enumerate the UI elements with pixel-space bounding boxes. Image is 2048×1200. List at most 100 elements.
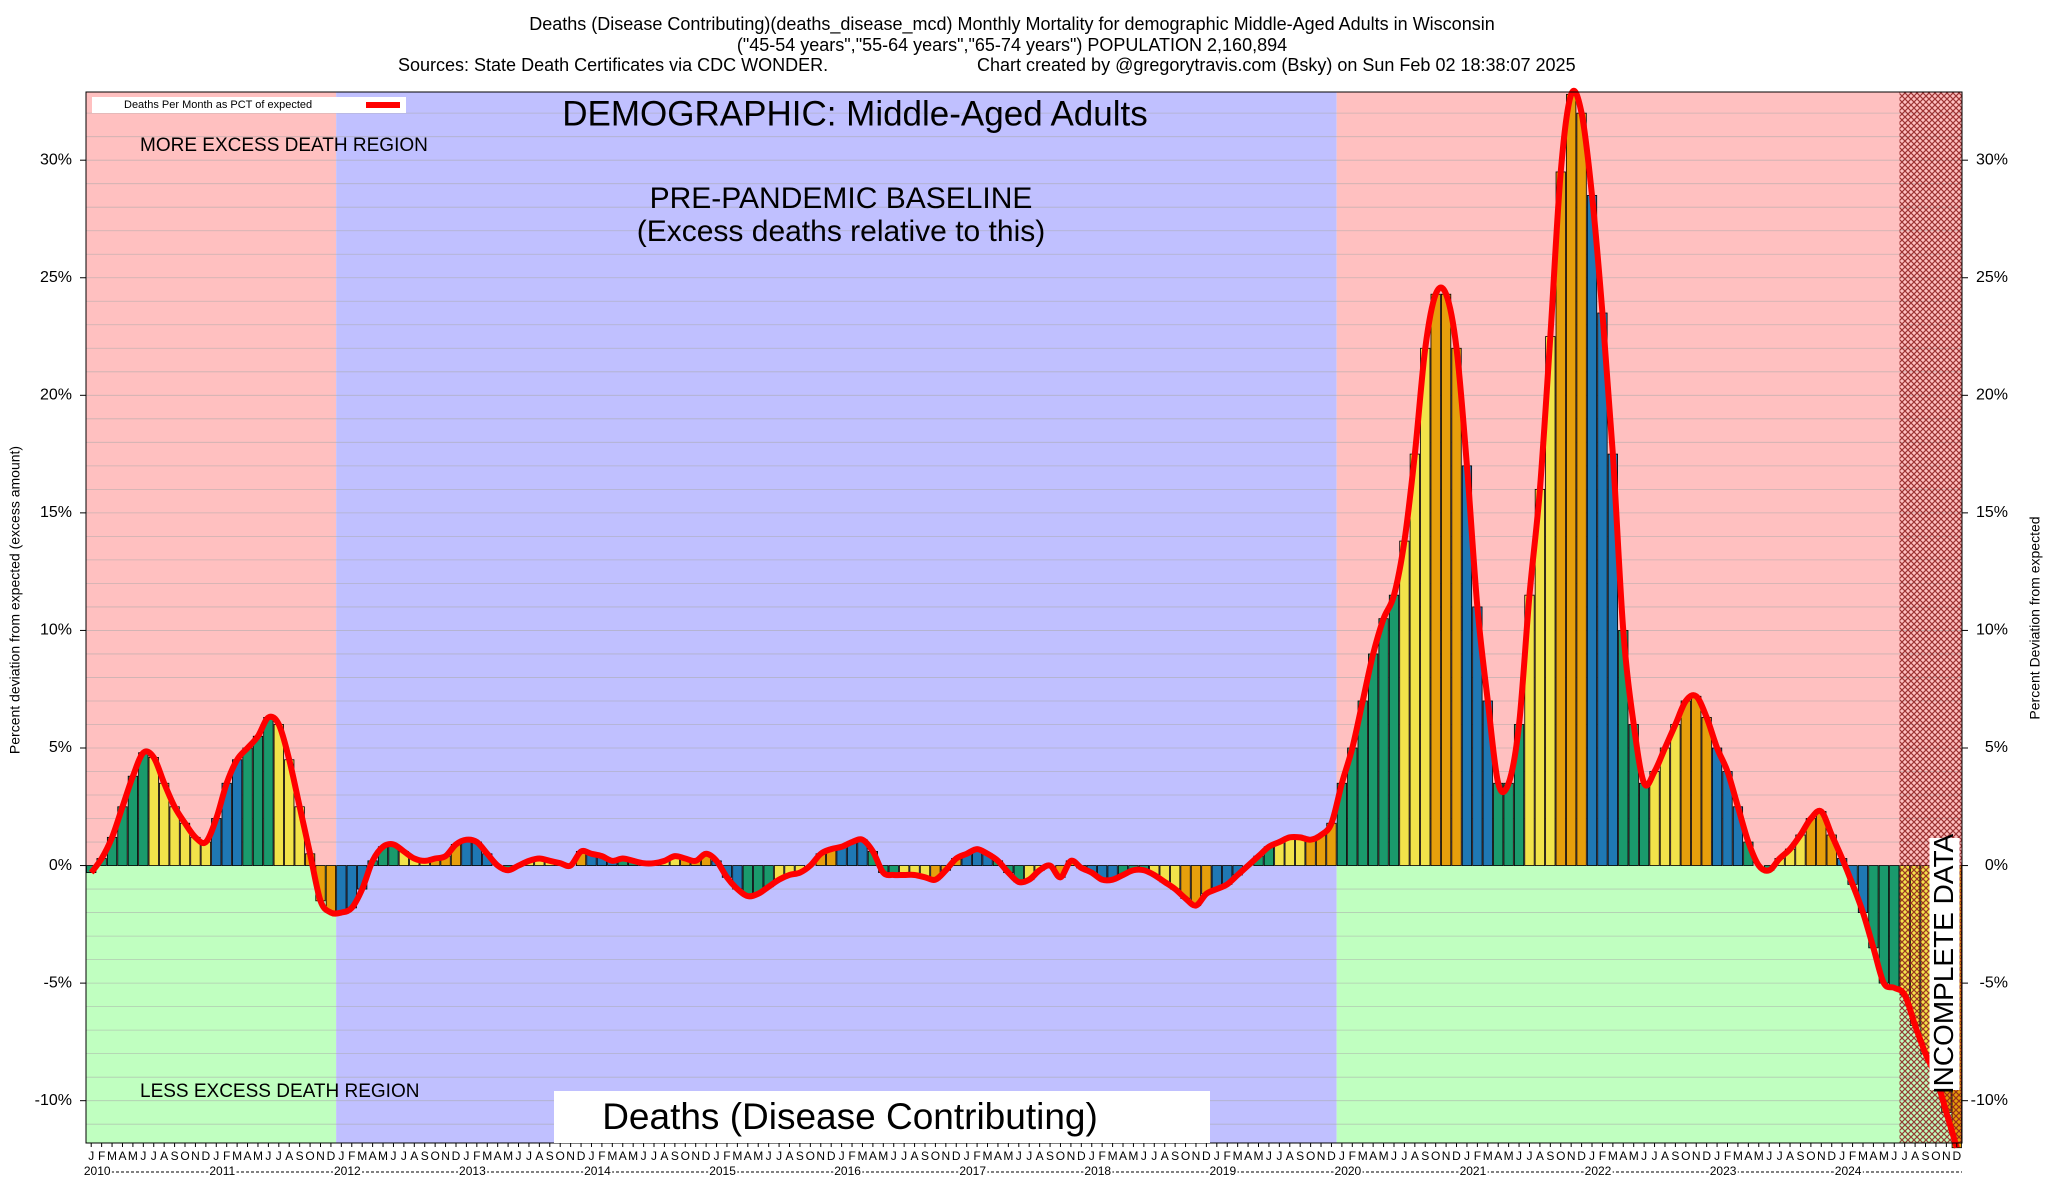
x-month-label: M <box>1358 1149 1368 1163</box>
x-month-label: S <box>1171 1149 1179 1163</box>
x-month-label: N <box>691 1149 700 1163</box>
x-month-label: O <box>1056 1149 1065 1163</box>
x-month-label: O <box>1681 1149 1690 1163</box>
x-month-label: A <box>1286 1149 1294 1163</box>
x-month-label: S <box>296 1149 304 1163</box>
x-month-label: M <box>1858 1149 1868 1163</box>
x-month-label: S <box>171 1149 179 1163</box>
x-month-label: N <box>191 1149 200 1163</box>
year-label-bg <box>1583 1164 1613 1179</box>
x-month-label: M <box>253 1149 263 1163</box>
x-month-label: D <box>1952 1149 1961 1163</box>
x-month-label: D <box>1327 1149 1336 1163</box>
bar <box>1440 293 1452 866</box>
x-month-label: O <box>1806 1149 1815 1163</box>
x-month-label: J <box>463 1149 469 1163</box>
x-month-label: D <box>827 1149 836 1163</box>
x-month-label: A <box>369 1149 377 1163</box>
x-month-label: S <box>1546 1149 1554 1163</box>
x-month-label: J <box>213 1149 219 1163</box>
bar <box>273 724 284 866</box>
x-month-label: M <box>128 1149 138 1163</box>
x-month-label: A <box>1244 1149 1252 1163</box>
bar <box>1555 171 1566 866</box>
x-month-label: O <box>556 1149 565 1163</box>
x-month-label: F <box>973 1149 980 1163</box>
x-month-label: J <box>140 1149 146 1163</box>
x-month-label: N <box>1067 1149 1076 1163</box>
x-year-label: 2014 <box>584 1164 611 1178</box>
x-month-label: M <box>1254 1149 1264 1163</box>
x-month-label: S <box>921 1149 929 1163</box>
x-year-label: 2018 <box>1084 1164 1111 1178</box>
x-month-label: A <box>410 1149 418 1163</box>
year-label-bg <box>1833 1164 1863 1179</box>
baseline-label: PRE-PANDEMIC BASELINE <box>650 182 1033 215</box>
x-month-label: J <box>1339 1149 1345 1163</box>
x-month-label: A <box>785 1149 793 1163</box>
x-month-label: A <box>535 1149 543 1163</box>
y2-axis-label: Percent Deviation from expected <box>2027 516 2043 719</box>
year-label-bg <box>1708 1164 1738 1179</box>
y2-tick-label: 30% <box>1976 151 2008 168</box>
x-month-label: O <box>1181 1149 1190 1163</box>
x-month-label: J <box>1141 1149 1147 1163</box>
x-month-label: A <box>744 1149 752 1163</box>
x-month-label: O <box>1306 1149 1315 1163</box>
x-month-label: J <box>1641 1149 1647 1163</box>
x-month-label: F <box>1724 1149 1731 1163</box>
x-month-label: F <box>1349 1149 1356 1163</box>
bottom-label: Deaths (Disease Contributing) <box>602 1096 1098 1137</box>
x-month-label: J <box>1214 1149 1220 1163</box>
bar <box>242 747 253 866</box>
x-month-label: M <box>1608 1149 1618 1163</box>
x-month-label: N <box>566 1149 575 1163</box>
y-tick-label: 0% <box>49 857 72 874</box>
x-month-label: N <box>316 1149 325 1163</box>
x-month-label: J <box>390 1149 396 1163</box>
x-month-label: S <box>1796 1149 1804 1163</box>
bottom-label-box <box>554 1091 1210 1143</box>
demographic-label: DEMOGRAPHIC: Middle-Aged Adults <box>562 94 1147 133</box>
y2-tick-label: -5% <box>1980 974 2008 991</box>
x-month-label: M <box>857 1149 867 1163</box>
x-month-label: F <box>223 1149 230 1163</box>
more-region <box>1336 92 1962 866</box>
x-month-label: A <box>1619 1149 1627 1163</box>
x-month-label: M <box>378 1149 388 1163</box>
x-month-label: M <box>753 1149 763 1163</box>
bar <box>1295 836 1306 866</box>
year-label-bg <box>332 1164 363 1179</box>
x-month-label: A <box>1869 1149 1877 1163</box>
bar <box>1368 653 1379 866</box>
bar <box>1659 747 1671 866</box>
x-month-label: O <box>1431 1149 1440 1163</box>
x-month-label: J <box>776 1149 782 1163</box>
legend-box <box>92 97 406 113</box>
x-year-label: 2017 <box>959 1164 986 1178</box>
x-month-label: M <box>1879 1149 1889 1163</box>
sources: Sources: State Death Certificates via CD… <box>398 55 828 75</box>
year-label-bg <box>1083 1164 1113 1179</box>
x-month-label: A <box>994 1149 1002 1163</box>
x-month-label: J <box>1276 1149 1282 1163</box>
x-month-label: S <box>796 1149 804 1163</box>
y2-tick-label: 0% <box>1985 857 2008 874</box>
incomplete-label: INCOMPLETE DATA <box>1928 834 1959 1095</box>
x-month-label: J <box>1391 1149 1397 1163</box>
y-axis-label: Percent deviation from expected (excess … <box>7 446 23 754</box>
bar <box>1409 453 1420 866</box>
x-month-label: J <box>641 1149 647 1163</box>
x-month-label: J <box>1516 1149 1522 1163</box>
x-month-label: J <box>901 1149 907 1163</box>
bar <box>1691 695 1702 866</box>
x-month-label: J <box>651 1149 657 1163</box>
x-month-label: F <box>1849 1149 1856 1163</box>
x-month-label: D <box>702 1149 711 1163</box>
y-tick-label: 25% <box>40 269 72 286</box>
bar <box>1649 771 1660 866</box>
x-month-label: A <box>160 1149 168 1163</box>
x-month-label: A <box>1119 1149 1127 1163</box>
x-month-label: M <box>1379 1149 1389 1163</box>
